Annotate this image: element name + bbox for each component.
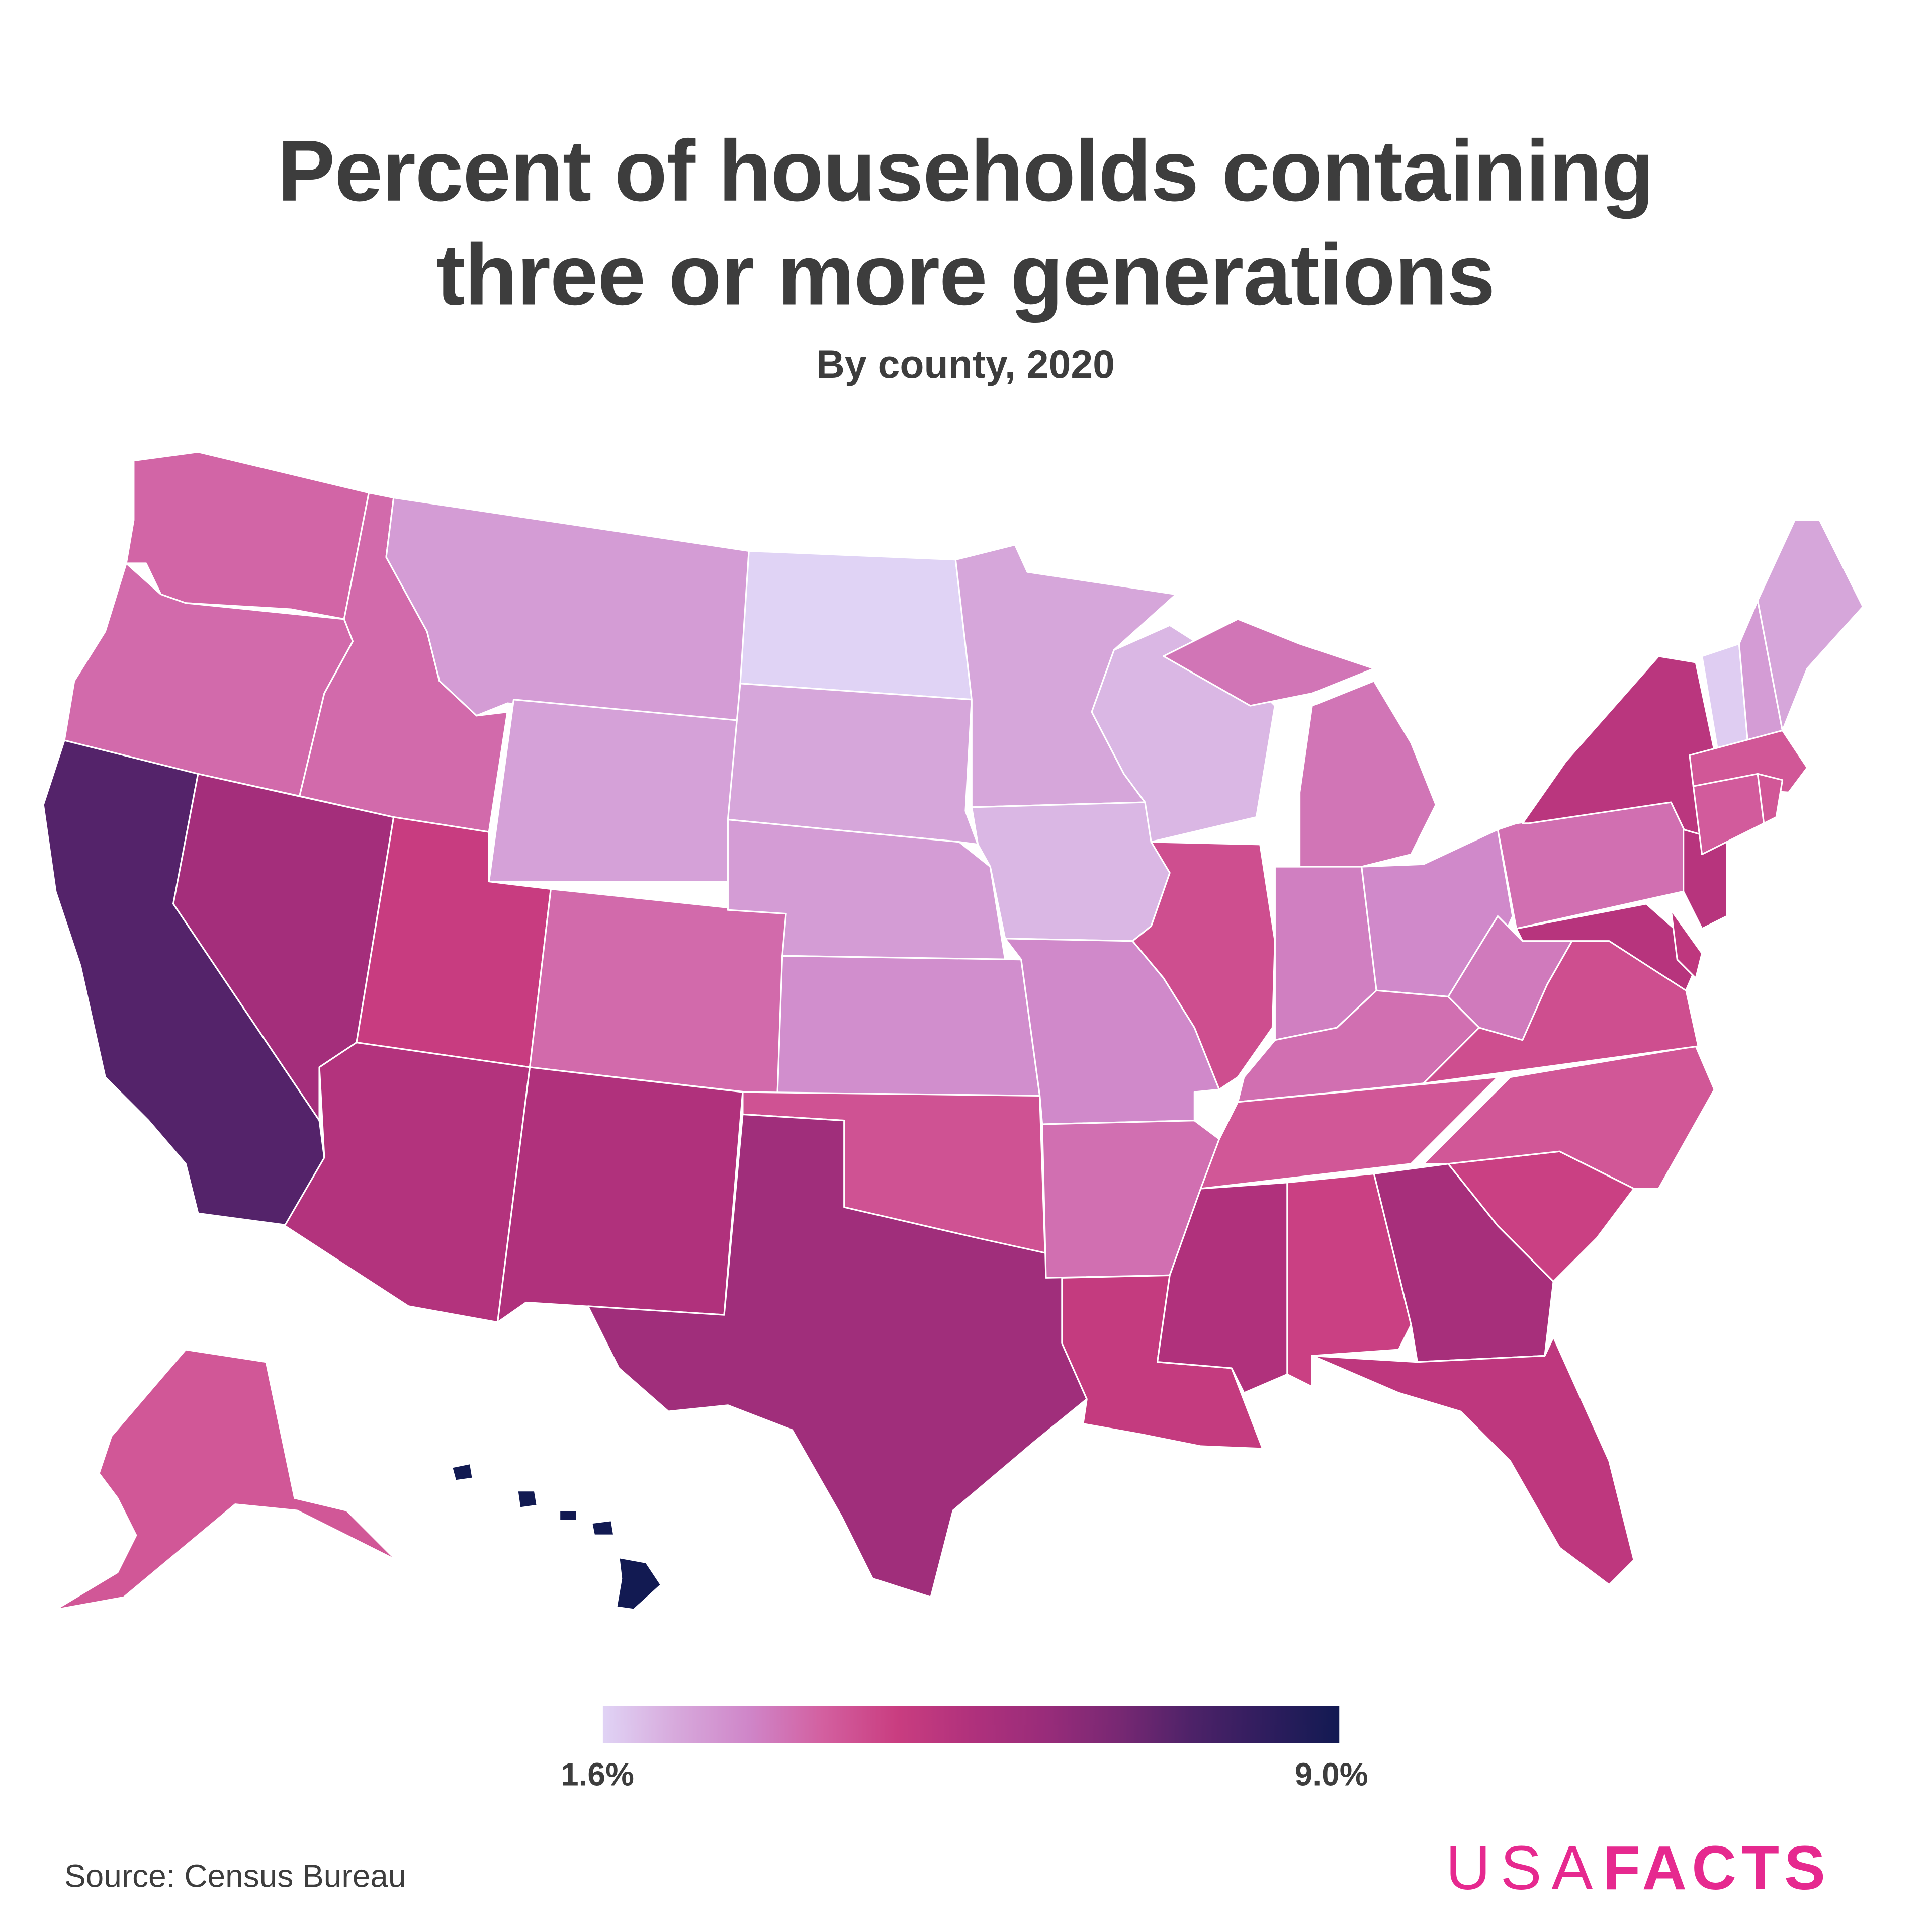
state-ak — [55, 1349, 397, 1611]
state-de — [1670, 909, 1703, 979]
state-mi — [1163, 618, 1437, 868]
state-ks — [776, 955, 1041, 1097]
state-shape-ct — [1692, 773, 1765, 856]
state-shape-wv — [1447, 915, 1573, 1041]
state-wa — [125, 451, 370, 620]
state-sd — [727, 683, 979, 846]
state-shape-md — [1515, 903, 1703, 991]
state-shape-hi — [558, 1509, 578, 1522]
state-tx — [587, 1113, 1088, 1598]
state-shape-hi — [451, 1462, 474, 1482]
state-nc — [1423, 1045, 1715, 1190]
state-shape-wa — [125, 451, 370, 620]
state-az — [284, 1041, 531, 1323]
state-il — [1131, 841, 1276, 1090]
state-fl — [1311, 1336, 1635, 1586]
chart-title: Percent of households containing three o… — [0, 119, 1931, 327]
legend-min-label: 1.6% — [561, 1755, 634, 1793]
legend-max-label: 9.0% — [1294, 1755, 1368, 1793]
legend-color-bar — [602, 1706, 1340, 1743]
state-nm — [496, 1066, 744, 1323]
state-shape-ri — [1757, 773, 1784, 824]
state-nd — [739, 550, 973, 701]
state-tn — [1200, 1076, 1499, 1190]
state-shape-tn — [1200, 1076, 1499, 1190]
state-shape-hi — [616, 1556, 662, 1611]
state-shape-fl — [1311, 1336, 1635, 1586]
state-wv — [1447, 915, 1573, 1041]
state-shape-mi — [1298, 680, 1437, 868]
state-ia — [971, 801, 1171, 942]
state-hi — [451, 1462, 662, 1611]
title-line-2: three or more generations — [436, 226, 1496, 323]
state-co — [529, 888, 787, 1097]
state-shape-hi — [516, 1490, 538, 1509]
state-shape-co — [529, 888, 787, 1097]
state-shape-hi — [590, 1520, 615, 1536]
state-wy — [488, 699, 741, 883]
state-shape-az — [284, 1041, 531, 1323]
state-shape-ia — [971, 801, 1171, 942]
state-shape-tx — [587, 1113, 1088, 1598]
state-shape-ak — [55, 1349, 397, 1611]
chart-subtitle: By county, 2020 — [816, 342, 1115, 386]
state-shape-il — [1131, 841, 1276, 1090]
logo-usa: USA — [1446, 1833, 1603, 1903]
state-shape-de — [1670, 909, 1703, 979]
state-ct — [1692, 773, 1765, 856]
state-ri — [1757, 773, 1784, 824]
state-shape-ks — [776, 955, 1041, 1097]
usafacts-logo: USAFACTS — [1446, 1832, 1830, 1904]
logo-facts: FACTS — [1603, 1833, 1830, 1903]
state-shape-wy — [488, 699, 741, 883]
state-shape-nd — [739, 550, 973, 701]
state-md — [1515, 903, 1703, 991]
state-shape-ma — [1689, 729, 1808, 793]
state-ma — [1689, 729, 1808, 793]
state-shape-nm — [496, 1066, 744, 1323]
title-line-1: Percent of households containing — [277, 122, 1654, 219]
source-note: Source: Census Bureau — [64, 1857, 406, 1895]
state-shape-sd — [727, 683, 979, 846]
state-shape-nc — [1423, 1045, 1715, 1190]
state-shape-mi — [1163, 618, 1375, 707]
